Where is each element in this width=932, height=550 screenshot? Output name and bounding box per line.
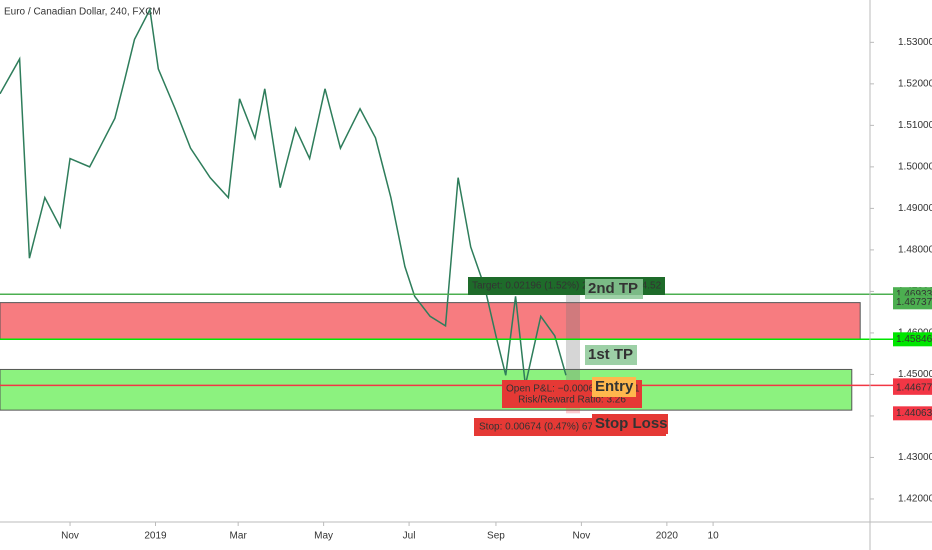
chart-title: Euro / Canadian Dollar, 240, FXCM: [4, 7, 161, 18]
y-tick-label: 1.43000: [898, 452, 932, 463]
y-tick-label: 1.45000: [898, 369, 932, 380]
x-tick-label: 2020: [656, 531, 679, 542]
y-tick-label: 1.51000: [898, 120, 932, 131]
x-tick-label: Sep: [487, 531, 505, 542]
rr-label: Risk/Reward Ratio: 3.26: [518, 395, 626, 406]
label-box: [585, 279, 643, 299]
target-label: Target: 0.02196 (1.52%) 219: [472, 281, 599, 292]
stop-label: Stop: 0.00674 (0.47%) 67: [479, 422, 593, 433]
x-tick-label: May: [314, 531, 333, 542]
x-tick-label: 2019: [144, 531, 167, 542]
price-tag-label: 1.44063: [896, 408, 932, 419]
price-tag-label: 1.45846: [896, 334, 932, 345]
y-tick-label: 1.49000: [898, 203, 932, 214]
x-tick-label: Nov: [61, 531, 79, 542]
y-tick-label: 1.53000: [898, 37, 932, 48]
price-tag: [893, 332, 932, 347]
price-tag: [893, 380, 932, 395]
x-tick-label: Nov: [573, 531, 591, 542]
x-tick-label: 10: [708, 531, 720, 542]
entry-label: Entry: [595, 378, 634, 395]
label-box: [592, 377, 636, 397]
target-amount: 1814.52: [625, 281, 662, 292]
pnl-end: 1: [634, 384, 640, 395]
zone: [0, 302, 861, 340]
y-tick-label: 1.42000: [898, 494, 932, 505]
pnl-label: Open P&L: −0.0006: [506, 384, 595, 395]
y-tick-label: 1.50000: [898, 162, 932, 173]
tp1-label: 1st TP: [588, 346, 633, 363]
price-tag-label: 1.46737: [896, 297, 932, 308]
y-tick-label: 1.48000: [898, 245, 932, 256]
price-tag-label: 1.44677: [896, 382, 932, 393]
label-box: [592, 414, 668, 434]
tp2-label: 2nd TP: [588, 280, 638, 297]
label-box: [585, 345, 637, 365]
x-tick-label: Jul: [403, 531, 416, 542]
zone: [0, 368, 853, 411]
price-tag-label: 1.46933: [896, 289, 932, 300]
x-tick-label: Mar: [230, 531, 248, 542]
y-tick-label: 1.52000: [898, 78, 932, 89]
price-tag: [893, 295, 932, 310]
price-tag: [893, 406, 932, 421]
stop-loss-label: Stop Loss: [595, 415, 668, 432]
price-line: [0, 7, 567, 386]
